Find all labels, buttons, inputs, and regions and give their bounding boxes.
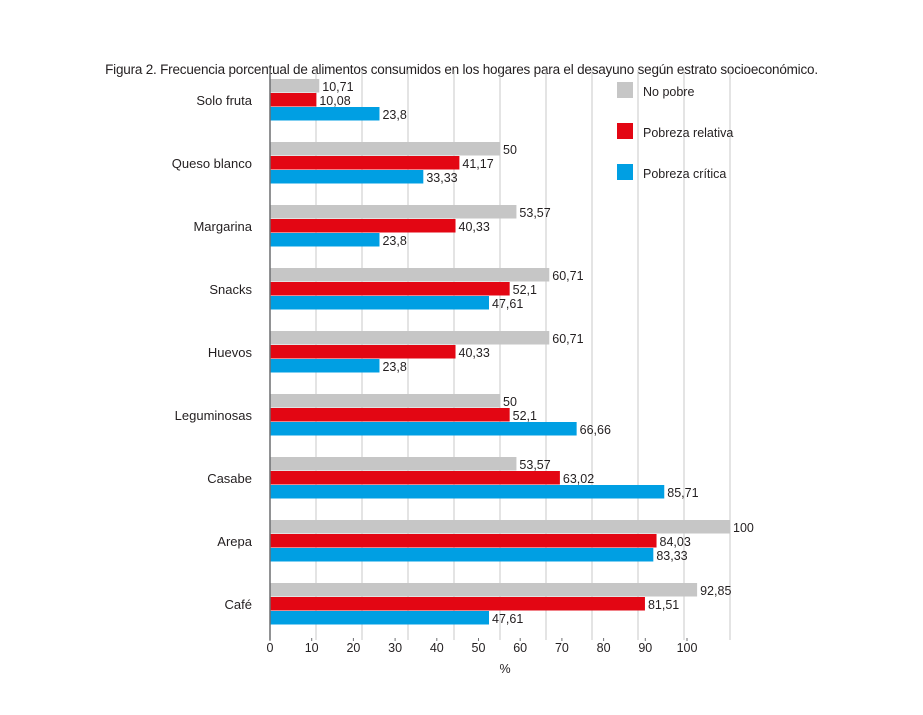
category-label: Solo fruta [196,93,252,108]
value-label: 66,66 [580,423,611,437]
x-tick-label: 60 [513,641,527,655]
value-label: 33,33 [426,171,457,185]
value-label: 10,08 [319,94,350,108]
bar [270,520,730,534]
value-label: 63,02 [563,472,594,486]
value-label: 81,51 [648,598,679,612]
value-label: 47,61 [492,297,523,311]
value-label: 53,57 [519,458,550,472]
bar [270,156,460,170]
value-label: 83,33 [656,549,687,563]
bar [270,331,550,345]
bar [270,219,456,233]
value-label: 100 [733,521,754,535]
value-label: 53,57 [519,206,550,220]
bar [270,597,645,611]
value-label: 92,85 [700,584,731,598]
category-label: Snacks [209,282,252,297]
x-tick-label: 90 [638,641,652,655]
value-label: 50 [503,143,517,157]
x-tick-label: 70 [555,641,569,655]
category-label: Café [225,597,252,612]
bar [270,142,500,156]
value-label: 52,1 [513,283,537,297]
value-label: 40,33 [459,346,490,360]
value-label: 23,8 [382,108,406,122]
x-axis-label: % [499,662,510,676]
bar [270,611,490,625]
x-tick-label: 0 [267,641,274,655]
value-label: 10,71 [322,80,353,94]
bar [270,457,517,471]
bar [270,93,317,107]
legend-swatch [617,123,633,139]
value-label: 41,17 [462,157,493,171]
legend-label: Pobreza relativa [643,126,733,140]
x-tick-label: 100 [677,641,698,655]
x-tick-label: 20 [346,641,360,655]
category-label: Leguminosas [175,408,253,423]
bar [270,205,517,219]
bar [270,422,577,436]
value-label: 60,71 [552,332,583,346]
value-label: 23,8 [382,360,406,374]
category-label: Arepa [217,534,252,549]
bar [270,170,424,184]
bar [270,268,550,282]
bar [270,345,456,359]
value-label: 23,8 [382,234,406,248]
value-label: 84,03 [660,535,691,549]
bar [270,394,500,408]
x-tick-label: 10 [305,641,319,655]
value-label: 60,71 [552,269,583,283]
bar [270,107,380,121]
x-tick-label: 80 [597,641,611,655]
bar [270,485,665,499]
bar [270,296,490,310]
value-label: 52,1 [513,409,537,423]
chart-title: Figura 2. Frecuencia porcentual de alime… [105,62,818,77]
bar [270,471,560,485]
bar [270,583,698,597]
bar [270,408,510,422]
value-label: 85,71 [667,486,698,500]
category-labels: Solo fruta Queso blanco Margarina Snacks Hue… [172,93,253,612]
bar [270,79,320,93]
legend-label: No pobre [643,85,694,99]
value-label: 47,61 [492,612,523,626]
x-tick-label: 50 [472,641,486,655]
legend-swatch [617,82,633,98]
x-tick-label: 40 [430,641,444,655]
category-label: Huevos [208,345,253,360]
value-label: 50 [503,395,517,409]
category-label: Casabe [207,471,252,486]
legend-label: Pobreza crítica [643,167,726,181]
category-label: Queso blanco [172,156,252,171]
x-tick-label: 30 [388,641,402,655]
x-tick-labels: 0 10 20 30 40 50 60 70 80 90 100 [267,638,698,655]
bar [270,233,380,247]
category-label: Margarina [193,219,252,234]
bar [270,534,657,548]
value-label: 40,33 [459,220,490,234]
bar [270,548,654,562]
bar [270,359,380,373]
legend: No pobre Pobreza relativa Pobreza crítica [617,82,733,181]
legend-swatch [617,164,633,180]
bar [270,282,510,296]
bars [270,79,730,625]
